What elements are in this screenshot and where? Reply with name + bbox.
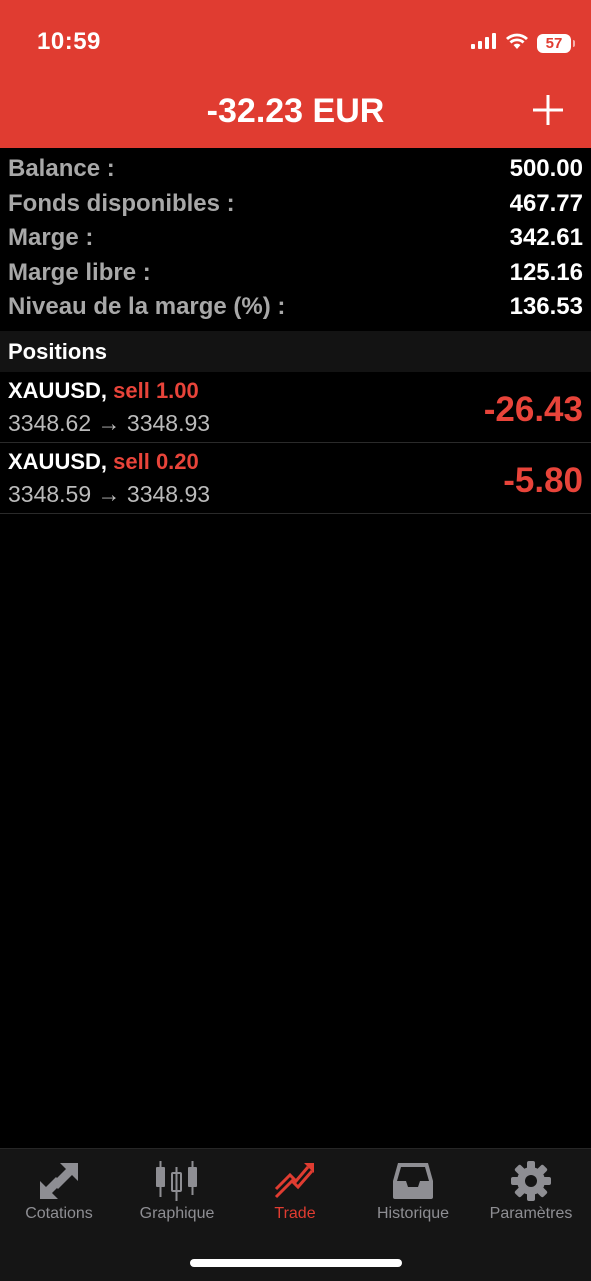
tab-label: Cotations — [25, 1205, 93, 1222]
positions-section-header: Positions — [0, 331, 591, 372]
account-summary: Balance : 500.00 Fonds disponibles : 467… — [0, 152, 591, 325]
position-row[interactable]: XAUUSD, sell 0.20 3348.59 → 3348.93 -5.8… — [0, 443, 591, 514]
summary-row-margin: Marge : 342.61 — [0, 221, 591, 256]
home-indicator[interactable] — [190, 1259, 402, 1267]
summary-row-free-margin: Marge libre : 125.16 — [0, 256, 591, 291]
tab-historique[interactable]: Historique — [354, 1159, 472, 1223]
position-prices: 3348.59 → 3348.93 — [8, 481, 211, 507]
summary-row-balance: Balance : 500.00 — [0, 152, 591, 187]
summary-label: Balance : — [8, 155, 115, 183]
battery-icon: 57 — [537, 34, 575, 53]
position-profit: -26.43 — [483, 390, 583, 429]
equity-title: -32.23 EUR — [206, 92, 385, 130]
position-prices: 3348.62 → 3348.93 — [8, 410, 211, 436]
summary-value: 125.16 — [509, 258, 583, 286]
candlestick-chart-icon — [118, 1159, 236, 1203]
summary-label: Fonds disponibles : — [8, 189, 235, 217]
trade-trend-icon — [236, 1159, 354, 1203]
top-bar: 10:59 57 -32.23 EUR — [0, 0, 591, 148]
summary-value: 342.61 — [509, 224, 583, 252]
tab-label: Paramètres — [489, 1205, 573, 1222]
tab-label: Trade — [274, 1205, 316, 1222]
summary-label: Marge : — [8, 224, 94, 252]
position-symbol: XAUUSD, — [8, 449, 108, 474]
summary-row-free-funds: Fonds disponibles : 467.77 — [0, 187, 591, 222]
position-row[interactable]: XAUUSD, sell 1.00 3348.62 → 3348.93 -26.… — [0, 372, 591, 443]
status-time: 10:59 — [37, 28, 101, 55]
position-side: sell 1.00 — [113, 378, 199, 403]
summary-label: Marge libre : — [8, 258, 151, 286]
summary-value: 467.77 — [509, 189, 583, 217]
plus-icon — [533, 95, 563, 125]
position-side: sell 0.20 — [113, 449, 199, 474]
summary-row-margin-level: Niveau de la marge (%) : 136.53 — [0, 290, 591, 325]
position-profit: -5.80 — [503, 461, 583, 500]
gear-icon — [472, 1159, 590, 1203]
inbox-tray-icon — [354, 1159, 472, 1203]
status-icons: 57 — [471, 32, 575, 55]
tab-cotations[interactable]: Cotations — [0, 1159, 118, 1223]
summary-value: 136.53 — [509, 293, 583, 321]
summary-label: Niveau de la marge (%) : — [8, 293, 286, 321]
wifi-icon — [505, 32, 529, 55]
tab-parametres[interactable]: Paramètres — [472, 1159, 590, 1223]
summary-value: 500.00 — [509, 155, 583, 183]
position-title: XAUUSD, sell 1.00 — [8, 378, 199, 404]
tab-trade[interactable]: Trade — [236, 1159, 354, 1223]
tab-label: Historique — [376, 1205, 450, 1222]
position-title: XAUUSD, sell 0.20 — [8, 449, 199, 475]
signal-icon — [471, 33, 497, 54]
battery-level: 57 — [545, 35, 563, 52]
quotes-arrows-icon — [0, 1159, 118, 1203]
tab-label: Graphique — [139, 1205, 215, 1222]
bottom-tab-bar: Cotations Graphique Trade — [0, 1148, 591, 1281]
add-order-button[interactable] — [533, 95, 563, 125]
position-symbol: XAUUSD, — [8, 378, 108, 403]
tab-graphique[interactable]: Graphique — [118, 1159, 236, 1223]
